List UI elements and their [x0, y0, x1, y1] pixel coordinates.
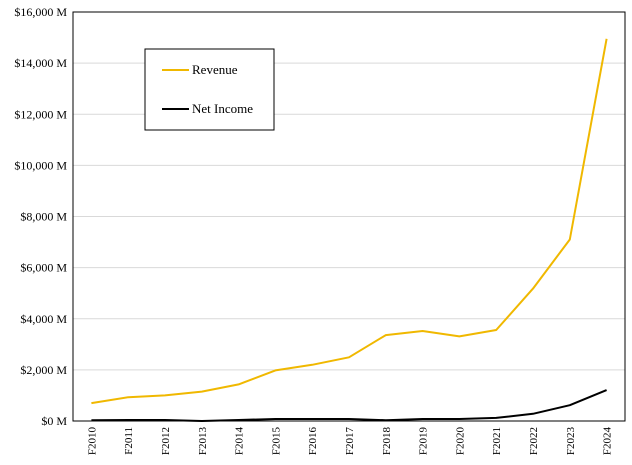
x-tick-label: F2020	[454, 427, 466, 456]
x-tick-label: F2024	[602, 427, 614, 456]
y-tick-label: $6,000 M	[20, 261, 67, 275]
x-tick-label: F2013	[197, 427, 209, 456]
x-tick-label: F2014	[234, 427, 246, 456]
series-lines	[91, 38, 608, 422]
y-tick-label: $12,000 M	[14, 107, 67, 121]
x-tick-label: F2019	[418, 427, 430, 456]
x-tick-label: F2012	[160, 427, 172, 455]
x-tick-label: F2017	[344, 427, 356, 456]
y-tick-label: $16,000 M	[14, 5, 67, 19]
series-line-net-income	[91, 389, 607, 422]
x-tick-label: F2023	[565, 427, 577, 456]
x-tick-label: F2018	[381, 427, 393, 456]
y-tick-label: $14,000 M	[14, 56, 67, 70]
x-tick-label: F2016	[307, 427, 319, 456]
y-axis-tick-labels: $0 M $2,000 M $4,000 M $6,000 M $8,000 M $10,…	[14, 5, 67, 428]
x-tick-label: F2010	[86, 427, 98, 456]
x-tick-label: F2011	[123, 427, 135, 455]
y-tick-label: $10,000 M	[14, 158, 67, 172]
x-axis-tick-labels: F2010 F2011 F2012 F2013 F2014 F2015 F2016 F2017…	[86, 427, 613, 456]
x-tick-label: F2015	[270, 427, 282, 456]
y-tick-label: $8,000 M	[20, 210, 67, 224]
legend-label-net-income: Net Income	[192, 101, 253, 116]
legend-box	[144, 48, 275, 131]
y-tick-label: $0 M	[41, 414, 67, 428]
x-tick-label: F2022	[528, 427, 540, 455]
legend-label-revenue: Revenue	[192, 62, 238, 77]
x-tick-label: F2021	[491, 427, 503, 455]
plot-area-border	[72, 11, 626, 422]
legend: Revenue Net Income	[144, 48, 275, 131]
series-line-revenue	[91, 38, 608, 405]
y-tick-label: $2,000 M	[20, 363, 67, 377]
y-tick-label: $4,000 M	[20, 312, 67, 326]
